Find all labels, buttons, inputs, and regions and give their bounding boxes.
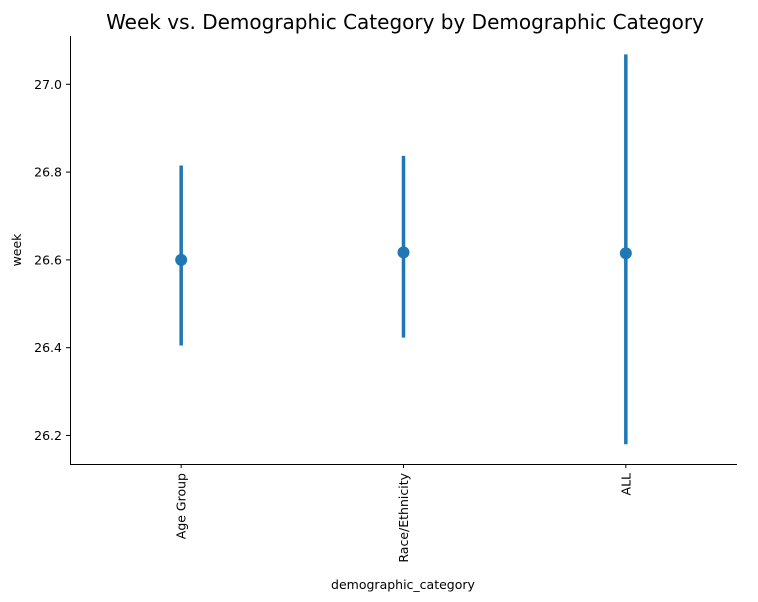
x-tick-label: Race/Ethnicity — [396, 472, 411, 562]
x-axis-label: demographic_category — [331, 577, 475, 592]
x-axis-ticks: Age Group Race/Ethnicity ALL — [174, 464, 633, 563]
y-tick-label: 27.0 — [34, 77, 62, 92]
y-axis-label: week — [9, 233, 24, 267]
x-tick-label: Age Group — [174, 473, 189, 539]
point-marker — [175, 253, 188, 266]
chart-title: Week vs. Demographic Category by Demogra… — [106, 10, 704, 34]
y-tick-label: 26.2 — [34, 428, 62, 443]
y-axis-ticks: 26.2 26.4 26.6 26.8 27.0 — [34, 77, 70, 443]
point-marker — [397, 246, 410, 259]
y-tick-label: 26.6 — [34, 252, 62, 267]
x-tick-label: ALL — [618, 473, 633, 496]
point-marker — [619, 247, 632, 260]
y-tick-label: 26.8 — [34, 165, 62, 180]
plot-marks — [175, 54, 632, 445]
y-tick-label: 26.4 — [34, 340, 62, 355]
